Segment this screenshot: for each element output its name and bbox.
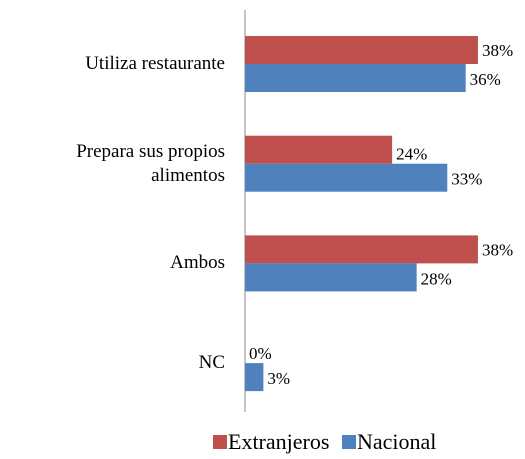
bar (245, 235, 478, 264)
value-label: 33% (451, 170, 482, 189)
bar (245, 263, 417, 292)
category-label: NC (198, 352, 225, 374)
value-label: 0% (249, 344, 272, 363)
legend-label: Nacional (357, 429, 436, 454)
bar (245, 135, 393, 164)
legend-swatch (213, 435, 227, 449)
value-label: 38% (482, 41, 513, 60)
category-label: Prepara sus propios alimentos (76, 140, 225, 186)
value-label: 38% (482, 240, 513, 259)
value-label: 3% (267, 369, 290, 388)
bar (245, 36, 478, 64)
category-label: Ambos (170, 252, 225, 274)
value-label: 28% (421, 269, 452, 288)
bar (245, 363, 264, 392)
value-label: 24% (396, 145, 427, 164)
bar (245, 163, 448, 192)
legend-swatch (342, 435, 356, 449)
category-label: Utiliza restaurante (85, 53, 225, 74)
value-label: 36% (470, 70, 501, 89)
legend-label: Extranjeros (228, 429, 329, 454)
bar (245, 64, 466, 92)
